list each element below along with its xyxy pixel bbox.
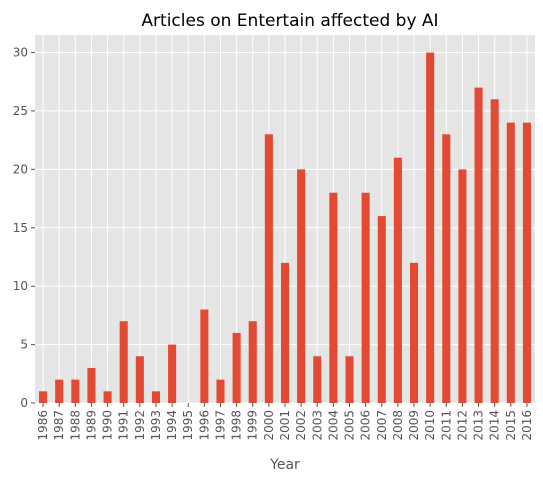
x-tick-label: 2016	[520, 410, 534, 441]
x-tick-label: 2005	[343, 410, 357, 441]
x-tick-label: 1986	[36, 410, 50, 441]
x-tick-label: 2014	[488, 410, 502, 441]
bar-1999	[248, 321, 257, 403]
x-tick-label: 2007	[375, 410, 389, 441]
bar-1996	[200, 309, 209, 403]
x-tick-label: 1999	[246, 410, 260, 441]
x-tick-label: 1995	[181, 410, 195, 441]
x-tick-label: 2002	[294, 410, 308, 441]
bar-1990	[103, 391, 112, 403]
bar-2008	[393, 157, 402, 403]
x-tick-label: 1991	[117, 410, 131, 441]
bar-1988	[71, 379, 80, 403]
y-tick-label: 10	[13, 279, 28, 293]
chart-title: Articles on Entertain affected by AI	[141, 11, 438, 31]
x-tick-label: 1992	[133, 410, 147, 441]
x-tick-label: 2013	[472, 410, 486, 441]
x-tick-label: 2006	[359, 410, 373, 441]
x-tick-label: 1996	[197, 410, 211, 441]
x-tick-label: 2015	[504, 410, 518, 441]
x-axis-label: Year	[269, 457, 300, 473]
x-tick-label: 2010	[423, 410, 437, 441]
bar-1997	[216, 379, 225, 403]
bar-1998	[232, 332, 241, 403]
bar-2004	[329, 192, 338, 403]
bar-2014	[490, 99, 499, 403]
x-tick-label: 1990	[101, 410, 115, 441]
x-tick-label: 1987	[52, 410, 66, 441]
x-tick-label: 2011	[439, 410, 453, 441]
bar-2010	[426, 52, 435, 404]
bar-1986	[39, 391, 48, 403]
bar-2002	[297, 169, 306, 403]
y-tick-label: 5	[20, 338, 28, 352]
x-axis-ticks: 1986 1987 1988 1989 1990 1991 1992 1993 1994 1995…	[36, 403, 534, 441]
bar-2009	[410, 262, 419, 403]
x-tick-label: 1994	[165, 410, 179, 441]
bar-1993	[151, 391, 160, 403]
x-tick-label: 2003	[310, 410, 324, 441]
x-tick-label: 2012	[455, 410, 469, 441]
y-axis-ticks: 0 5 10 15 20 25 30	[13, 46, 35, 410]
bar-2003	[313, 356, 322, 403]
x-tick-label: 2008	[391, 410, 405, 441]
y-tick-label: 30	[13, 46, 28, 60]
bar-2013	[474, 87, 483, 404]
bar-1991	[119, 321, 128, 403]
x-tick-label: 2001	[278, 410, 292, 441]
bar-1992	[135, 356, 144, 403]
x-tick-label: 1993	[149, 410, 163, 441]
bar-1987	[55, 379, 64, 403]
bar-2006	[361, 192, 370, 403]
bar-2007	[377, 216, 386, 403]
x-tick-label: 2000	[262, 410, 276, 441]
bars	[39, 52, 531, 404]
bar-1989	[87, 367, 96, 403]
y-tick-label: 15	[13, 221, 28, 235]
bar-2000	[264, 134, 273, 404]
bar-2005	[345, 356, 354, 403]
x-tick-label: 1989	[84, 410, 98, 441]
x-tick-label: 1997	[213, 410, 227, 441]
y-tick-label: 20	[13, 162, 28, 176]
bar-2016	[522, 122, 531, 403]
bar-2012	[458, 169, 467, 403]
x-tick-label: 1998	[230, 410, 244, 441]
y-tick-label: 25	[13, 104, 28, 118]
x-tick-label: 2009	[407, 410, 421, 441]
bar-2015	[506, 122, 515, 403]
y-tick-label: 0	[20, 396, 28, 410]
bar-1994	[168, 344, 177, 403]
x-tick-label: 2004	[326, 410, 340, 441]
bar-2001	[280, 262, 290, 403]
x-tick-label: 1988	[68, 410, 82, 441]
bar-2011	[442, 134, 451, 404]
